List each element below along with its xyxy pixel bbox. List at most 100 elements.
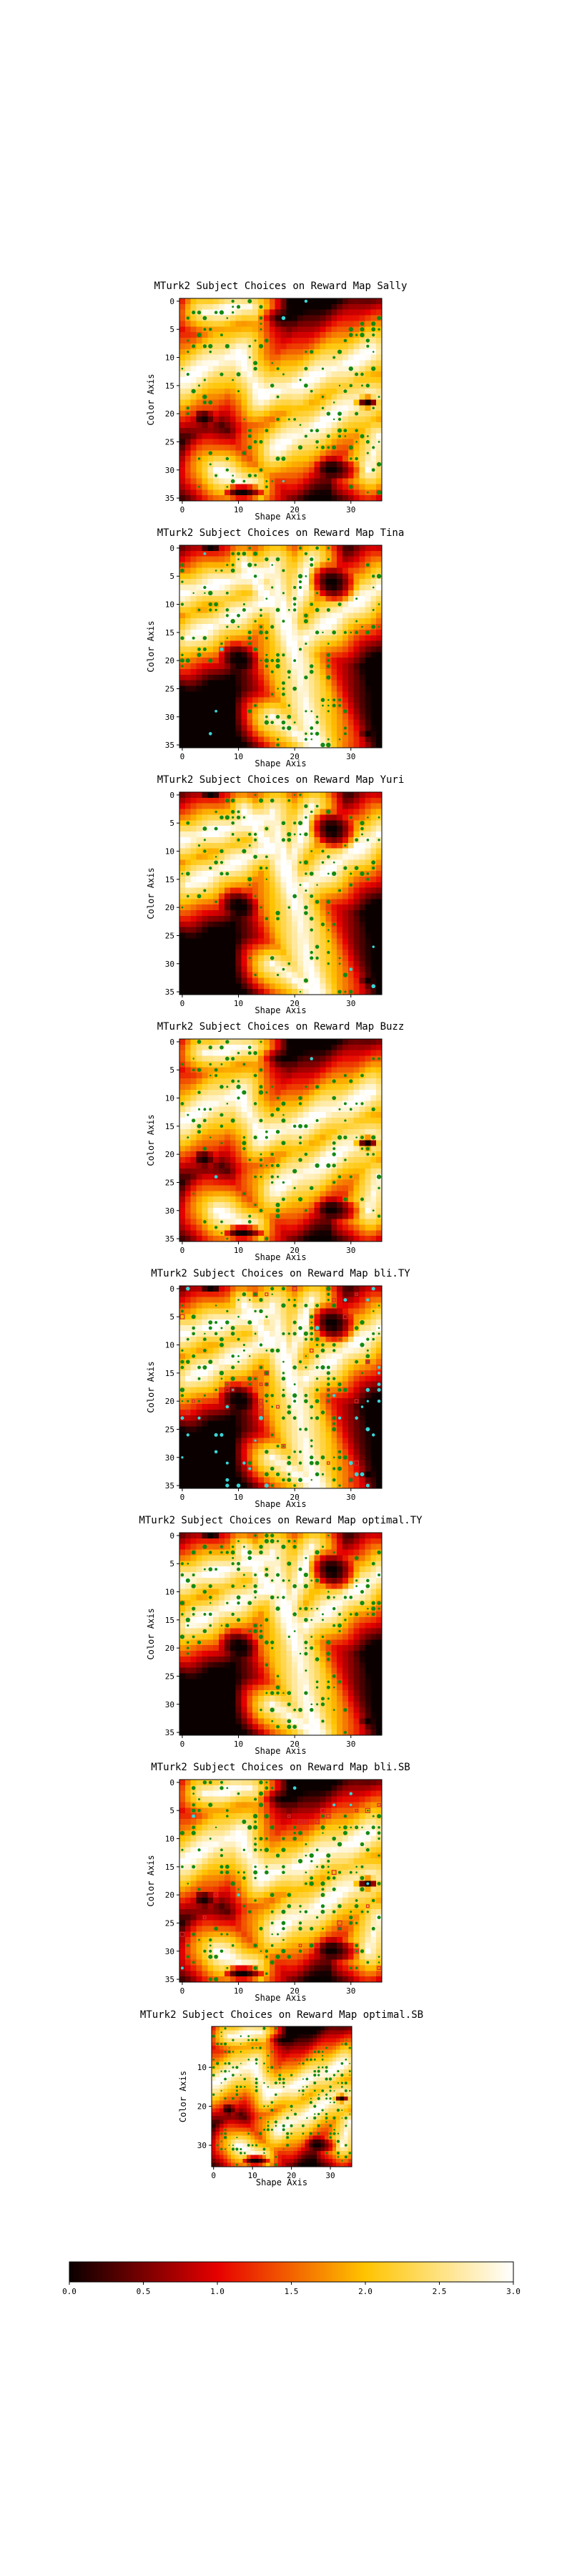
- heatmap-cell: [190, 932, 197, 939]
- heatmap-cell: [275, 1078, 281, 1085]
- choice-marker-green: [220, 569, 223, 572]
- heatmap-cell: [314, 371, 320, 378]
- heatmap-cell: [207, 803, 214, 809]
- heatmap-cell: [219, 416, 225, 423]
- choice-marker-green: [275, 910, 280, 916]
- heatmap-cell: [258, 1095, 265, 1101]
- heatmap-cell: [320, 944, 326, 950]
- heatmap-cell: [320, 411, 326, 417]
- heatmap-cell: [258, 444, 265, 451]
- heatmap-cell: [286, 972, 292, 978]
- heatmap-cell: [342, 444, 349, 451]
- heatmap-cell: [308, 792, 315, 799]
- heatmap-cell: [235, 904, 242, 911]
- heatmap-cell: [275, 562, 281, 568]
- heatmap-cell: [325, 309, 332, 316]
- heatmap-cell: [241, 955, 247, 962]
- heatmap-cell: [353, 416, 360, 423]
- heatmap-cell: [370, 674, 377, 681]
- choice-marker-green: [225, 815, 230, 820]
- heatmap-cell: [325, 814, 332, 821]
- heatmap-cell: [196, 495, 202, 502]
- heatmap-cell: [292, 842, 298, 849]
- heatmap-cell: [213, 348, 220, 355]
- heatmap-cell: [286, 411, 292, 417]
- heatmap-cell: [302, 663, 310, 670]
- choice-marker-green: [231, 833, 235, 836]
- heatmap-cell: [219, 915, 225, 922]
- choice-marker-green: [208, 602, 212, 607]
- heatmap-cell: [247, 1061, 253, 1068]
- choice-marker-green: [197, 608, 201, 612]
- heatmap-cell: [202, 601, 208, 608]
- heatmap-cell: [280, 697, 287, 703]
- heatmap-cell: [292, 332, 298, 338]
- heatmap-cell: [347, 697, 355, 703]
- heatmap-cell: [353, 1039, 360, 1045]
- heatmap-cell: [219, 421, 225, 429]
- heatmap-cell: [308, 579, 315, 585]
- heatmap-cell: [286, 865, 292, 872]
- heatmap-cell: [269, 444, 275, 451]
- heatmap-cell: [347, 792, 355, 799]
- choice-marker-green: [360, 321, 365, 326]
- choice-marker-green: [277, 688, 279, 690]
- heatmap-cell: [302, 607, 310, 613]
- heatmap-cell: [252, 332, 259, 338]
- heatmap-cell: [219, 803, 225, 809]
- heatmap-cell: [320, 1095, 326, 1101]
- heatmap-cell: [347, 668, 355, 675]
- heatmap-cell: [337, 680, 343, 686]
- heatmap-cell: [202, 467, 208, 474]
- heatmap-cell: [219, 686, 225, 692]
- heatmap-cell: [370, 989, 377, 995]
- heatmap-cell: [275, 899, 281, 905]
- heatmap-cell: [359, 938, 365, 945]
- choice-marker-green: [203, 849, 207, 853]
- heatmap-cell: [269, 461, 275, 468]
- heatmap-cell: [365, 848, 371, 854]
- heatmap-cell: [370, 388, 377, 394]
- heatmap-cell: [347, 646, 355, 653]
- heatmap-cell: [337, 938, 343, 945]
- heatmap-cell: [320, 910, 326, 917]
- choice-marker-green: [372, 866, 375, 870]
- panel-title: MTurk2 Subject Choices on Reward Map Tin…: [157, 527, 405, 539]
- heatmap-cell: [247, 814, 253, 821]
- heatmap-cell: [353, 624, 360, 630]
- heatmap-cell: [292, 1089, 298, 1096]
- heatmap-cell: [263, 309, 270, 316]
- heatmap-cell: [286, 1078, 292, 1085]
- heatmap-cell: [325, 848, 332, 854]
- heatmap-cell: [347, 972, 355, 978]
- heatmap-cell: [263, 893, 270, 899]
- heatmap-cell: [342, 1044, 349, 1051]
- heatmap-cell: [230, 399, 236, 406]
- heatmap-cell: [190, 1061, 197, 1068]
- heatmap-cell: [337, 915, 343, 922]
- heatmap-cell: [235, 1089, 242, 1096]
- heatmap-cell: [292, 854, 298, 860]
- heatmap-cell: [213, 585, 220, 591]
- heatmap-cell: [337, 674, 343, 681]
- heatmap-cell: [314, 421, 320, 429]
- heatmap-cell: [263, 989, 270, 995]
- heatmap-cell: [190, 303, 197, 311]
- heatmap-cell: [196, 854, 202, 860]
- heatmap-cell: [314, 1067, 320, 1073]
- heatmap-cell: [347, 354, 355, 361]
- heatmap-cell: [359, 797, 365, 804]
- heatmap-cell: [308, 854, 315, 860]
- heatmap-cell: [196, 433, 202, 439]
- heatmap-cell: [376, 472, 383, 479]
- heatmap-cell: [365, 354, 371, 361]
- heatmap-cell: [190, 1044, 197, 1051]
- heatmap-cell: [297, 388, 304, 394]
- heatmap-cell: [184, 854, 192, 860]
- choice-marker-green: [293, 602, 297, 606]
- heatmap-cell: [365, 366, 371, 372]
- heatmap-cell: [252, 567, 259, 574]
- heatmap-cell: [370, 719, 377, 726]
- heatmap-cell: [230, 444, 236, 451]
- heatmap-cell: [297, 960, 304, 967]
